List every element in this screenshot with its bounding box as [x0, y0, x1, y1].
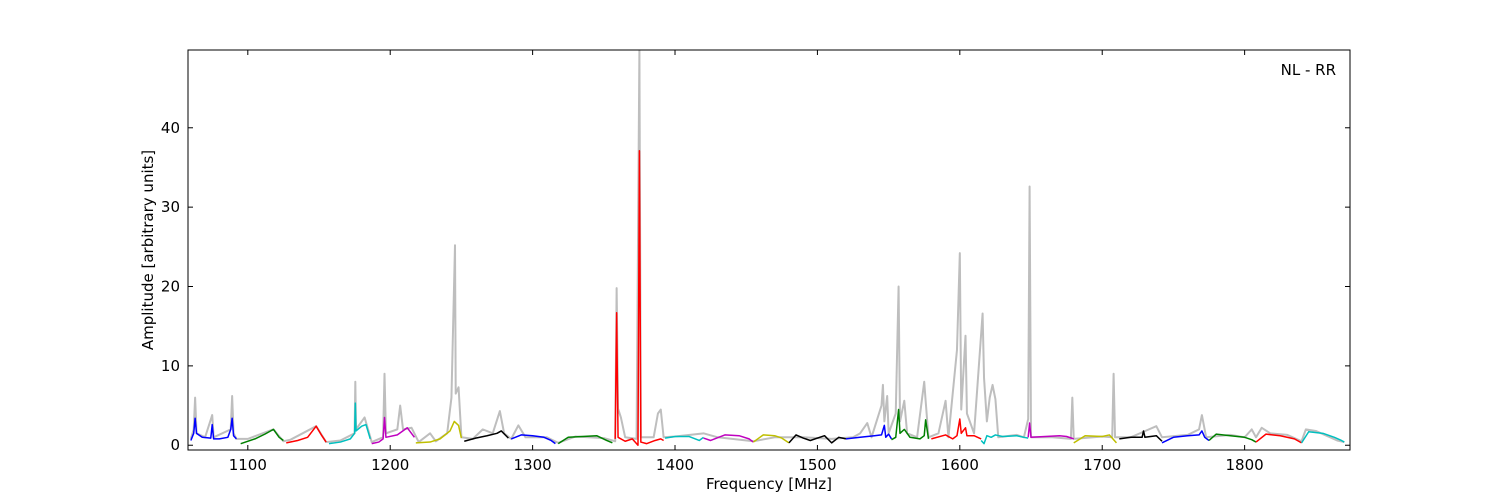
y-tick-label: 10 [161, 357, 180, 375]
series-line [328, 402, 371, 445]
x-tick-label: 1800 [1226, 456, 1264, 474]
series-line [190, 417, 237, 441]
series-line [1208, 433, 1257, 443]
x-tick-label: 1500 [798, 456, 836, 474]
series-line [931, 418, 982, 440]
series-line [464, 430, 509, 442]
lines [189, 50, 1345, 446]
series-line [891, 408, 930, 441]
y-tick-label: 40 [161, 119, 180, 137]
series-line [1119, 430, 1163, 442]
series-line [703, 434, 754, 443]
series-line [286, 425, 327, 444]
x-tick-label: 1400 [656, 456, 694, 474]
plot-frame [187, 49, 1351, 451]
series-line [510, 434, 556, 445]
series-line [1300, 431, 1345, 444]
series-line [664, 435, 704, 442]
series-line [845, 424, 893, 440]
x-tick-label: 1600 [941, 456, 979, 474]
series-line [980, 434, 1029, 445]
series-line [240, 428, 284, 445]
plot-area [188, 50, 1350, 450]
series-line [1027, 422, 1074, 440]
y-tick-label: 30 [161, 198, 180, 216]
series-line [614, 150, 664, 446]
series-line [1255, 433, 1302, 444]
x-axis-label: Frequency [MHz] [706, 475, 832, 493]
series-line [1161, 430, 1210, 444]
series-line [788, 434, 847, 444]
y-tick-label: 20 [161, 278, 180, 296]
series-line [752, 434, 790, 444]
series-line [1073, 434, 1118, 444]
x-tick-label: 1700 [1083, 456, 1121, 474]
series-line [371, 416, 416, 445]
series-line [415, 420, 463, 444]
x-tick-label: 1100 [229, 456, 267, 474]
annotation: NL - RR [1281, 61, 1336, 79]
series-line [189, 50, 1345, 444]
y-axis-label: Amplitude [arbitrary units] [139, 150, 157, 350]
x-tick-label: 1300 [514, 456, 552, 474]
y-tick-label: 0 [170, 436, 180, 454]
x-tick-label: 1200 [371, 456, 409, 474]
series-line [557, 434, 613, 445]
